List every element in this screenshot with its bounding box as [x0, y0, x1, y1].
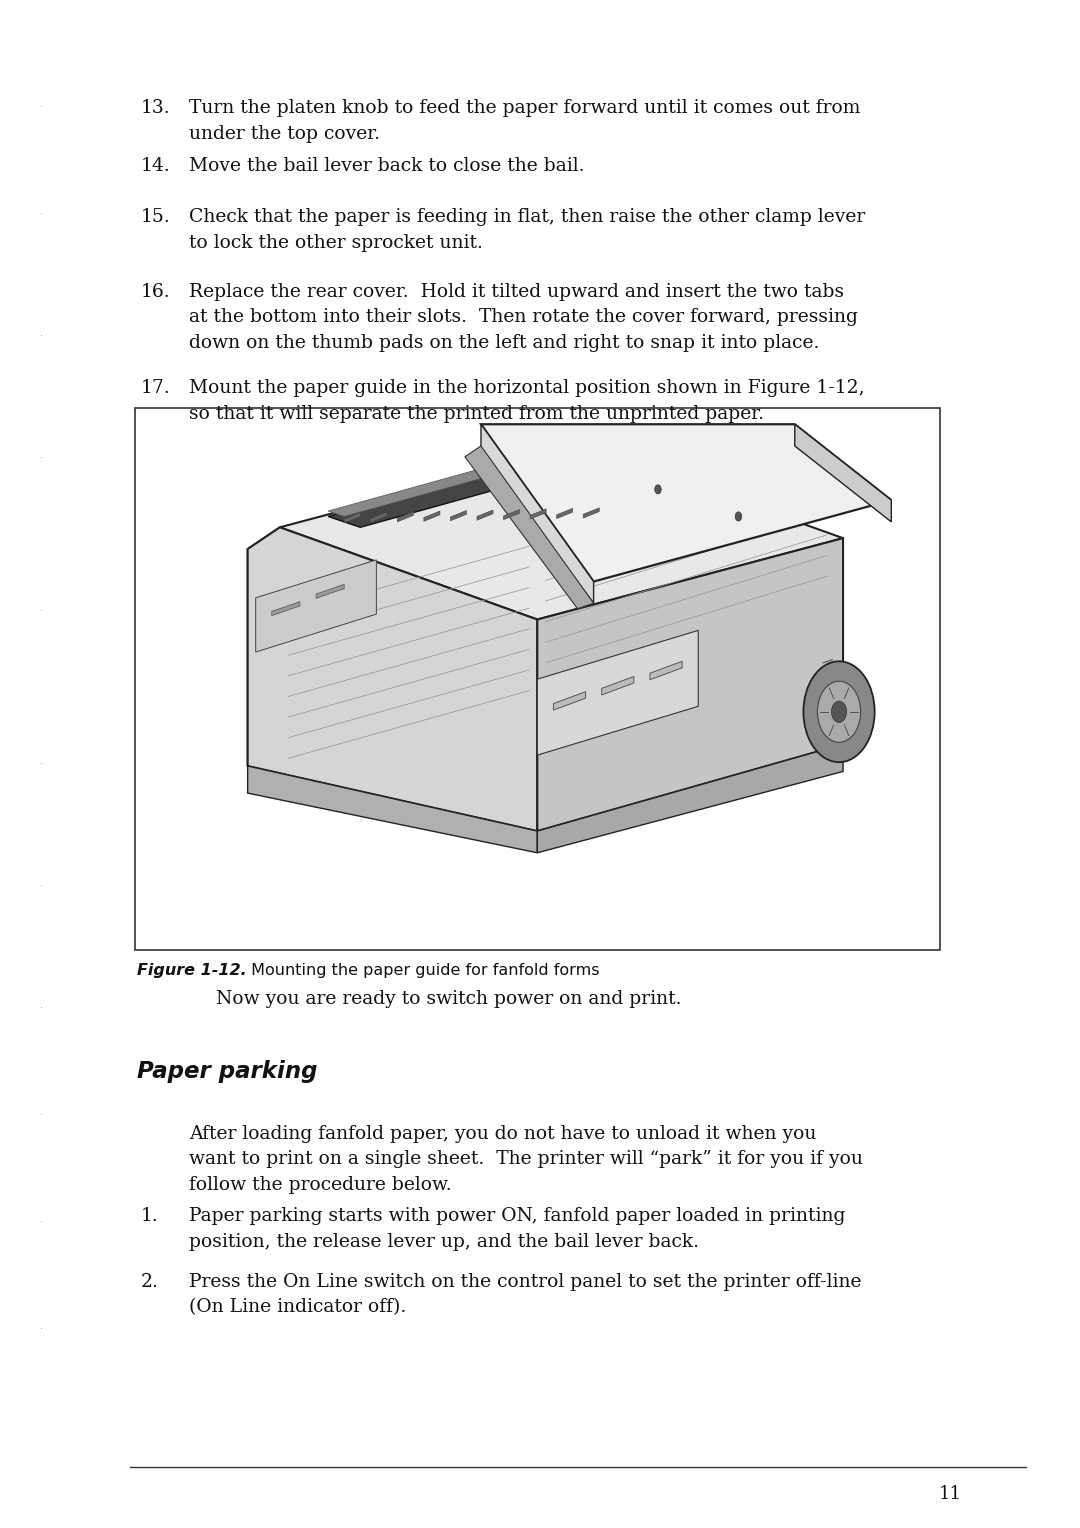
Polygon shape: [530, 509, 546, 520]
Text: 16.: 16.: [140, 283, 170, 301]
Text: Paper parking starts with power ON, fanfold paper loaded in printing
position, t: Paper parking starts with power ON, fanf…: [189, 1207, 846, 1251]
Text: ·: ·: [40, 1325, 42, 1334]
Text: Paper parking: Paper parking: [137, 1060, 318, 1083]
Text: ·: ·: [40, 1111, 42, 1120]
Text: ·: ·: [40, 332, 42, 341]
Polygon shape: [328, 440, 634, 527]
Text: 15.: 15.: [140, 208, 171, 226]
Polygon shape: [481, 425, 891, 582]
Text: 1.: 1.: [140, 1207, 158, 1225]
Text: Mounting the paper guide for fanfold forms: Mounting the paper guide for fanfold for…: [246, 963, 599, 978]
Polygon shape: [650, 662, 683, 680]
Circle shape: [818, 681, 861, 743]
Text: ·: ·: [40, 1218, 42, 1227]
Text: ·: ·: [40, 454, 42, 463]
Polygon shape: [423, 510, 440, 521]
Text: Move the bail lever back to close the bail.: Move the bail lever back to close the ba…: [189, 157, 584, 176]
Polygon shape: [316, 584, 345, 599]
Polygon shape: [602, 677, 634, 695]
Text: Paper guide: Paper guide: [621, 451, 829, 483]
Polygon shape: [328, 435, 618, 516]
Polygon shape: [247, 527, 280, 766]
Text: ·: ·: [40, 759, 42, 769]
Text: Now you are ready to switch power on and print.: Now you are ready to switch power on and…: [216, 990, 681, 1008]
Polygon shape: [795, 425, 891, 523]
Polygon shape: [481, 425, 594, 604]
Polygon shape: [370, 512, 387, 523]
Text: ·: ·: [40, 607, 42, 616]
Text: Press the On Line switch on the control panel to set the printer off-line
(On Li: Press the On Line switch on the control …: [189, 1273, 862, 1317]
Circle shape: [654, 484, 661, 494]
Polygon shape: [247, 527, 538, 831]
Text: ·: ·: [40, 882, 42, 891]
Circle shape: [735, 512, 742, 521]
Polygon shape: [345, 513, 361, 523]
Text: Figure 1-12.: Figure 1-12.: [137, 963, 247, 978]
Text: Replace the rear cover.  Hold it tilted upward and insert the two tabs
at the bo: Replace the rear cover. Hold it tilted u…: [189, 283, 858, 351]
Text: ·: ·: [40, 1004, 42, 1013]
Polygon shape: [272, 602, 300, 616]
Polygon shape: [553, 692, 585, 711]
Text: 14.: 14.: [140, 157, 171, 176]
Polygon shape: [538, 744, 843, 853]
Polygon shape: [503, 509, 519, 520]
Text: 2.: 2.: [140, 1273, 159, 1291]
Text: ·: ·: [40, 102, 42, 112]
Polygon shape: [538, 631, 698, 755]
Polygon shape: [450, 510, 467, 521]
Text: After loading fanfold paper, you do not have to unload it when you
want to print: After loading fanfold paper, you do not …: [189, 1125, 863, 1193]
Polygon shape: [477, 510, 494, 520]
Polygon shape: [583, 507, 599, 518]
Text: 11: 11: [939, 1485, 962, 1504]
Text: ·: ·: [40, 209, 42, 219]
Text: 17.: 17.: [140, 379, 171, 397]
Text: Check that the paper is feeding in flat, then raise the other clamp lever
to loc: Check that the paper is feeding in flat,…: [189, 208, 865, 252]
Polygon shape: [256, 559, 377, 652]
Circle shape: [832, 701, 847, 723]
Polygon shape: [247, 766, 538, 853]
Circle shape: [804, 662, 875, 762]
Polygon shape: [464, 446, 594, 608]
Text: 13.: 13.: [140, 99, 170, 118]
Polygon shape: [556, 509, 572, 518]
Bar: [135, 408, 940, 950]
Text: Turn the platen knob to feed the paper forward until it comes out from
under the: Turn the platen knob to feed the paper f…: [189, 99, 861, 144]
Polygon shape: [280, 446, 843, 619]
Polygon shape: [397, 512, 414, 523]
Text: Mount the paper guide in the horizontal position shown in Figure 1-12,
so that i: Mount the paper guide in the horizontal …: [189, 379, 865, 423]
Polygon shape: [538, 538, 843, 831]
